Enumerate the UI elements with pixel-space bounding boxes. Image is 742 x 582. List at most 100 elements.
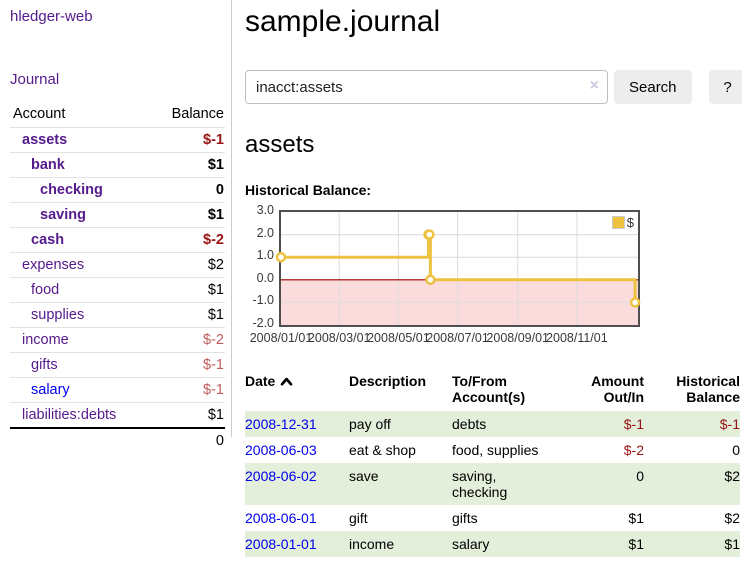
data-point-marker — [275, 251, 287, 263]
account-link[interactable]: expenses — [22, 257, 85, 273]
account-link[interactable]: liabilities:debts — [22, 407, 117, 423]
account-row: cash $-2 — [10, 227, 225, 253]
account-link[interactable]: income — [22, 332, 69, 348]
data-point-marker — [424, 229, 435, 240]
chart-legend: $ — [609, 214, 636, 231]
register-header-balance: Historical Balance — [676, 373, 740, 405]
x-axis-tick-label: 2008/09/01 — [486, 331, 549, 345]
account-row: gifts $-1 — [10, 352, 225, 378]
transaction-date-cell: 2008-12-31 — [245, 411, 349, 437]
search-button[interactable]: Search — [614, 70, 692, 104]
transaction-description: eat & shop — [349, 442, 416, 458]
transaction-accounts: food, supplies — [452, 442, 539, 458]
transaction-amount: $1 — [628, 536, 644, 552]
y-axis-tick-label: -2.0 — [252, 316, 274, 330]
chart-plot-area: $ — [275, 210, 641, 327]
y-axis-tick-label: 2.0 — [256, 225, 274, 240]
register-table-body: 2008-12-31 pay off debts $-1 $-1 2008-06-03 ea… — [245, 411, 740, 557]
x-axis-tick-label: 2008/11/01 — [546, 331, 608, 345]
account-name-cell: income — [10, 327, 151, 353]
search-input[interactable] — [245, 70, 608, 104]
data-point-marker — [629, 297, 641, 308]
account-link[interactable]: food — [31, 282, 60, 298]
transaction-date-link[interactable]: 2008-06-01 — [245, 510, 317, 526]
transaction-date-link[interactable]: 2008-12-31 — [245, 416, 317, 432]
clear-search-icon[interactable]: × — [589, 77, 599, 94]
transaction-date-cell: 2008-06-03 — [245, 437, 349, 463]
account-balance: $1 — [150, 302, 225, 328]
accounts-table: Account Balance assets $-1 bank $1 checking 0… — [10, 103, 225, 453]
account-link[interactable]: assets — [22, 132, 68, 148]
account-name-cell: cash — [10, 227, 151, 253]
transaction-balance: $1 — [724, 536, 740, 552]
chart-title: Historical Balance: — [245, 182, 372, 198]
account-balance: $-1 — [150, 377, 225, 403]
data-point-marker — [425, 274, 436, 286]
account-row: expenses $2 — [10, 252, 225, 278]
y-axis-tick-label: -1.0 — [252, 293, 274, 308]
transaction-amount: $1 — [628, 510, 644, 526]
account-row: salary $-1 — [10, 377, 225, 403]
account-balance: $1 — [150, 402, 225, 428]
register-header-row: Date Description To/From Account(s) Amou… — [245, 371, 740, 411]
transaction-balance: $2 — [724, 468, 740, 484]
transaction-accounts: gifts — [452, 510, 478, 526]
transaction-description: save — [349, 468, 379, 484]
account-row: supplies $1 — [10, 302, 225, 328]
account-link[interactable]: bank — [31, 157, 65, 173]
account-row: checking 0 — [10, 177, 225, 203]
chart-x-labels: 2008/01/01 2008/03/01 2008/05/01 2008/07/01… — [250, 331, 638, 347]
account-balance: $-1 — [150, 127, 225, 153]
account-balance: $-2 — [150, 327, 225, 353]
transaction-accounts: debts — [452, 416, 487, 432]
transaction-balance: $-1 — [719, 416, 740, 432]
accounts-table-body: assets $-1 bank $1 checking 0 saving $1 cash $-2 e… — [10, 127, 225, 453]
main-content: sample.journal × Search ? assets Histori… — [232, 0, 742, 582]
sidebar-item-journal[interactable]: Journal — [10, 71, 60, 88]
transaction-date-link[interactable]: 2008-06-02 — [245, 468, 317, 484]
accounts-total-row: 0 — [10, 427, 225, 453]
account-row: assets $-1 — [10, 127, 225, 153]
app-title-link[interactable]: hledger-web — [10, 8, 93, 25]
x-axis-tick-label: 2008/01/01 — [249, 331, 313, 345]
accounts-header-balance: Balance — [171, 106, 224, 122]
transaction-amount: $-1 — [623, 416, 644, 432]
account-balance: $2 — [150, 252, 225, 278]
transaction-date-cell: 2008-06-01 — [245, 505, 349, 531]
account-link[interactable]: cash — [31, 232, 65, 248]
register-header-date[interactable]: Date — [245, 371, 349, 411]
x-axis-tick-label: 2008/07/01 — [426, 331, 489, 345]
account-name-cell: salary — [10, 377, 151, 403]
transaction-date-link[interactable]: 2008-06-03 — [245, 442, 317, 458]
legend-color-swatch — [611, 216, 625, 229]
transaction-balance: $2 — [724, 510, 740, 526]
account-link[interactable]: saving — [40, 207, 86, 223]
transaction-description: pay off — [349, 416, 391, 432]
account-link[interactable]: checking — [40, 182, 103, 198]
transaction-date-cell: 2008-01-01 — [245, 531, 349, 557]
account-link[interactable]: gifts — [31, 357, 58, 373]
account-link[interactable]: salary — [31, 382, 70, 398]
account-name-cell: gifts — [10, 352, 151, 378]
account-name-cell: food — [10, 277, 151, 303]
spacer-cell — [10, 427, 151, 453]
transaction-date-link[interactable]: 2008-01-01 — [245, 536, 317, 552]
page-title: sample.journal — [245, 5, 441, 38]
account-balance: $-2 — [150, 227, 225, 253]
account-name-cell: expenses — [10, 252, 151, 278]
account-row: liabilities:debts $1 — [10, 402, 225, 428]
help-button[interactable]: ? — [708, 70, 742, 104]
account-name-cell: checking — [10, 177, 151, 203]
search-form: × Search ? — [245, 70, 742, 104]
account-row: saving $1 — [10, 202, 225, 228]
account-name-cell: saving — [10, 202, 151, 228]
register-header-amount: Amount Out/In — [591, 373, 644, 405]
account-heading: assets — [245, 131, 315, 158]
register-header-description: Description — [349, 373, 427, 389]
account-row: food $1 — [10, 277, 225, 303]
account-link[interactable]: supplies — [31, 307, 85, 323]
transaction-amount: $-2 — [623, 442, 644, 458]
table-row: 2008-01-01 income salary $1 $1 — [245, 531, 740, 557]
sidebar: hledger-web Journal Account Balance asse… — [0, 0, 232, 582]
transaction-description: gift — [349, 510, 368, 526]
